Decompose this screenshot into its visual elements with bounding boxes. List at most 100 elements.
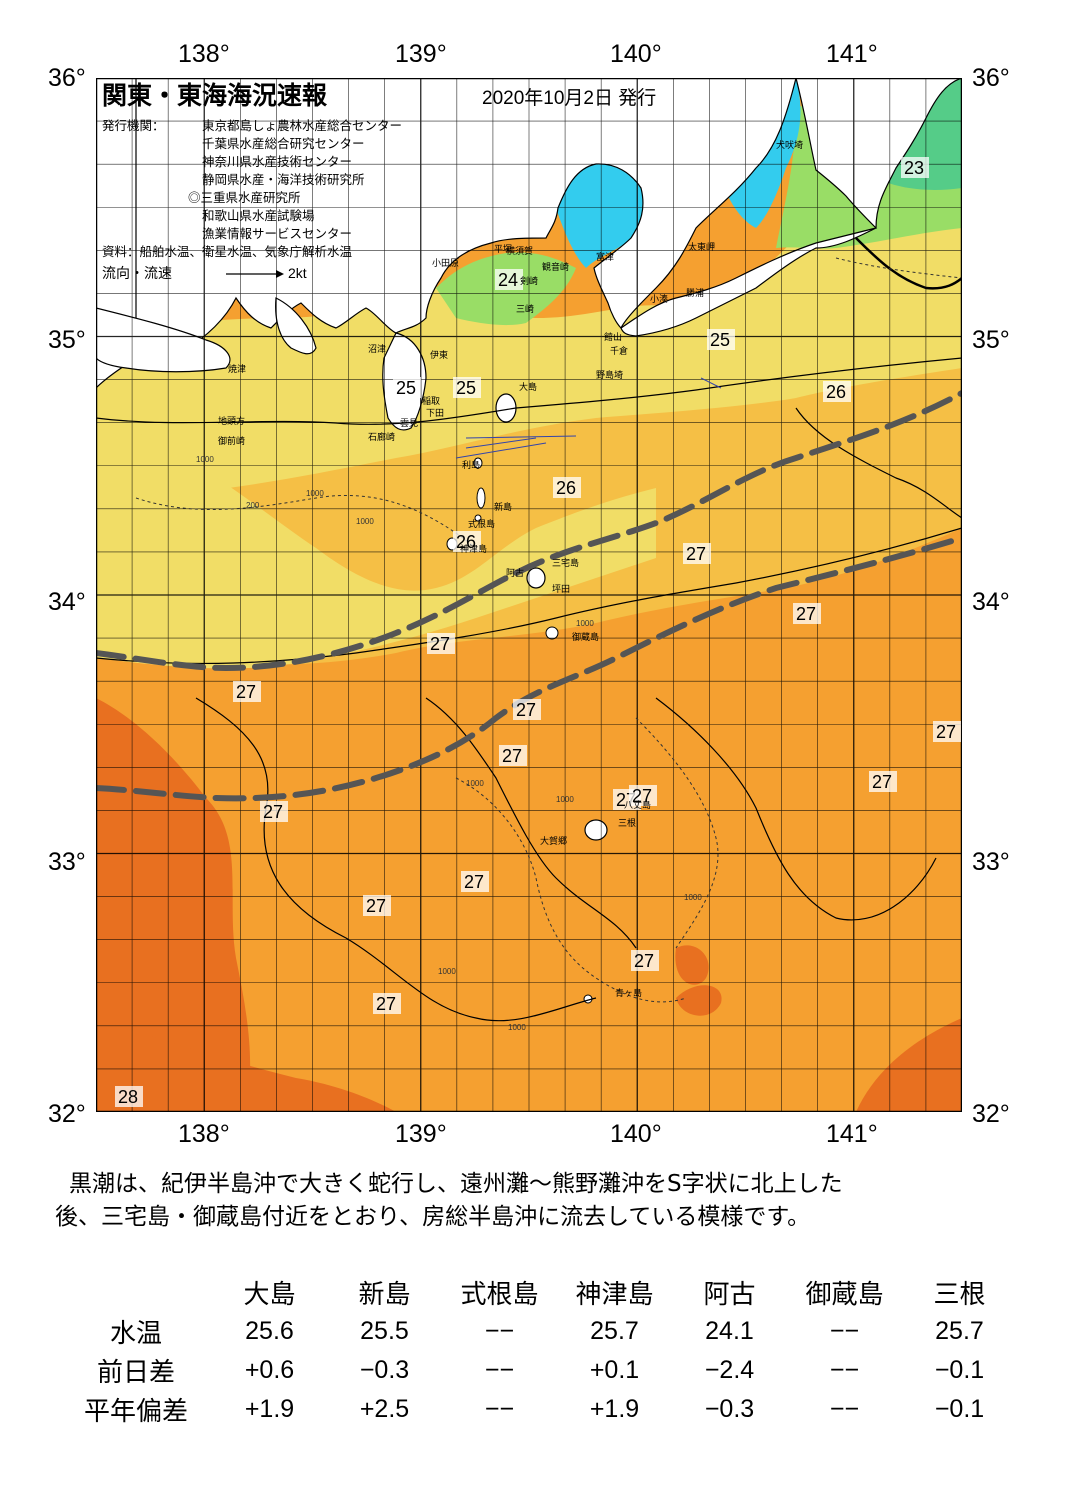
place-label: 館山 (604, 331, 622, 342)
temperature-label-bg (793, 603, 821, 624)
zone-28-small2 (676, 985, 722, 1016)
issuer-6: 漁業情報サービスセンター (202, 226, 352, 241)
depth-label: 1000 (196, 455, 214, 464)
legend-arrowhead (276, 270, 284, 278)
temperature-label: 27 (464, 872, 484, 892)
island-shikinejima (474, 514, 482, 522)
temperature-label-bg (461, 871, 489, 892)
zone-28-west (96, 698, 251, 1112)
island-miyakejima (526, 567, 546, 589)
temperature-label-bg (823, 381, 851, 402)
temperature-label-bg (631, 950, 659, 971)
island-mikurajima (545, 626, 559, 640)
place-label: 神津島 (460, 543, 487, 554)
temperature-label-bg (499, 745, 527, 766)
lat-label-36-left: 36° (48, 64, 86, 92)
zone-28-south (96, 1018, 396, 1112)
depth-contours (135, 257, 962, 1003)
table-row: 前日差 +0.6 −0.3 −− +0.1 −2.4 −− −0.1 (60, 1351, 1017, 1390)
place-label: 石廊崎 (368, 431, 395, 442)
table-cell: 24.1 (705, 1317, 754, 1345)
temperature-label: 24 (498, 270, 518, 290)
place-label: 青ヶ島 (615, 987, 642, 998)
place-label: 太東岬 (688, 241, 715, 252)
issuer-0: 東京都島しょ農林水産総合センター (202, 118, 402, 133)
table-cell: −− (829, 1356, 860, 1384)
lon-label-138-top: 138° (178, 40, 230, 68)
table-cell: −− (484, 1356, 515, 1384)
temperature-label: 27 (502, 746, 522, 766)
place-label: 焼津 (228, 364, 246, 374)
place-label: 三崎 (516, 303, 534, 314)
depth-label: 1000 (684, 893, 702, 902)
table-cell: +1.9 (244, 1395, 295, 1423)
temperature-label-bg (233, 681, 261, 702)
temperature-label: 27 (516, 700, 536, 720)
temperature-label: 27 (796, 604, 816, 624)
temperature-label: 27 (263, 802, 283, 822)
temperature-label: 27 (376, 994, 396, 1014)
description: 黒潮は、紀伊半島沖で大きく蛇行し、遠州灘～熊野灘沖をS字状に北上した 後、三宅島… (55, 1168, 1015, 1234)
place-label: 小湊 (650, 293, 668, 304)
depth-label: 1000 (508, 1023, 526, 1032)
lon-label-139-top: 139° (395, 40, 447, 68)
depth-label: 200 (246, 501, 260, 510)
map-frame (96, 78, 962, 1112)
issuer-4: ◎三重県水産研究所 (188, 190, 301, 205)
place-label: 剣崎 (520, 275, 538, 286)
table-cell: +1.9 (589, 1395, 640, 1423)
table-cell: −0.1 (934, 1395, 985, 1423)
table-cell: 25.7 (590, 1317, 639, 1345)
temperature-label-bg (373, 993, 401, 1014)
place-label: 横須賀 (506, 245, 533, 256)
kuroshio-axis (96, 390, 962, 802)
lat-label-36-right: 36° (972, 64, 1010, 92)
temperature-label-bg (629, 785, 657, 806)
table-header-blank (60, 1272, 212, 1312)
place-label: 勝浦 (686, 287, 704, 298)
row-label: 水温 (109, 1318, 162, 1348)
lon-label-141-bottom: 141° (826, 1120, 878, 1148)
table-cell: −2.4 (704, 1356, 755, 1384)
temperature-label-bg (553, 477, 581, 498)
table-cell: −− (484, 1395, 515, 1423)
lon-label-140-top: 140° (610, 40, 662, 68)
temperature-label-bg (453, 531, 481, 552)
table-cell: −0.3 (704, 1395, 755, 1423)
place-label: 式根島 (468, 518, 495, 529)
place-label: 三根 (618, 817, 636, 828)
depth-label: 1000 (438, 967, 456, 976)
place-label: 千倉 (610, 345, 628, 356)
table-header-row: 大島 新島 式根島 神津島 阿古 御蔵島 三根 (60, 1272, 1017, 1312)
place-label: 坪田 (552, 584, 570, 594)
lat-label-33-right: 33° (972, 848, 1010, 876)
temperature-label: 27 (366, 896, 386, 916)
lat-label-35-left: 35° (48, 326, 86, 354)
island-niijima (476, 487, 486, 509)
island-hachijojima (584, 819, 608, 841)
temperature-label: 26 (456, 532, 476, 552)
depth-label: 1000 (466, 779, 484, 788)
temperature-label-bg (495, 269, 523, 290)
lat-label-35-right: 35° (972, 326, 1010, 354)
lon-label-141-top: 141° (826, 40, 878, 68)
place-label: 新島 (494, 501, 512, 512)
place-label: 野島埼 (596, 369, 623, 380)
zone-25-lower (96, 418, 656, 669)
lat-label-32-right: 32° (972, 1100, 1010, 1128)
sources: 資料：船舶水温、衛星水温、気象庁解析水温 (102, 244, 353, 259)
depth-label: 1000 (356, 517, 374, 526)
issuer-5: 和歌山県水産試験場 (202, 208, 315, 223)
map-title: 関東・東海海況速報 (102, 81, 328, 110)
temperature-label: 27 (686, 544, 706, 564)
place-label: 沼津 (368, 344, 386, 354)
row-label: 前日差 (96, 1357, 175, 1387)
temperature-label: 27 (634, 951, 654, 971)
place-label: 大島 (519, 381, 537, 392)
place-label: 平塚 (494, 244, 512, 254)
land-izu-west (275, 297, 317, 355)
place-label: 下田 (426, 408, 444, 418)
table-header: 大島 (243, 1278, 296, 1309)
lon-label-138-bottom: 138° (178, 1120, 230, 1148)
